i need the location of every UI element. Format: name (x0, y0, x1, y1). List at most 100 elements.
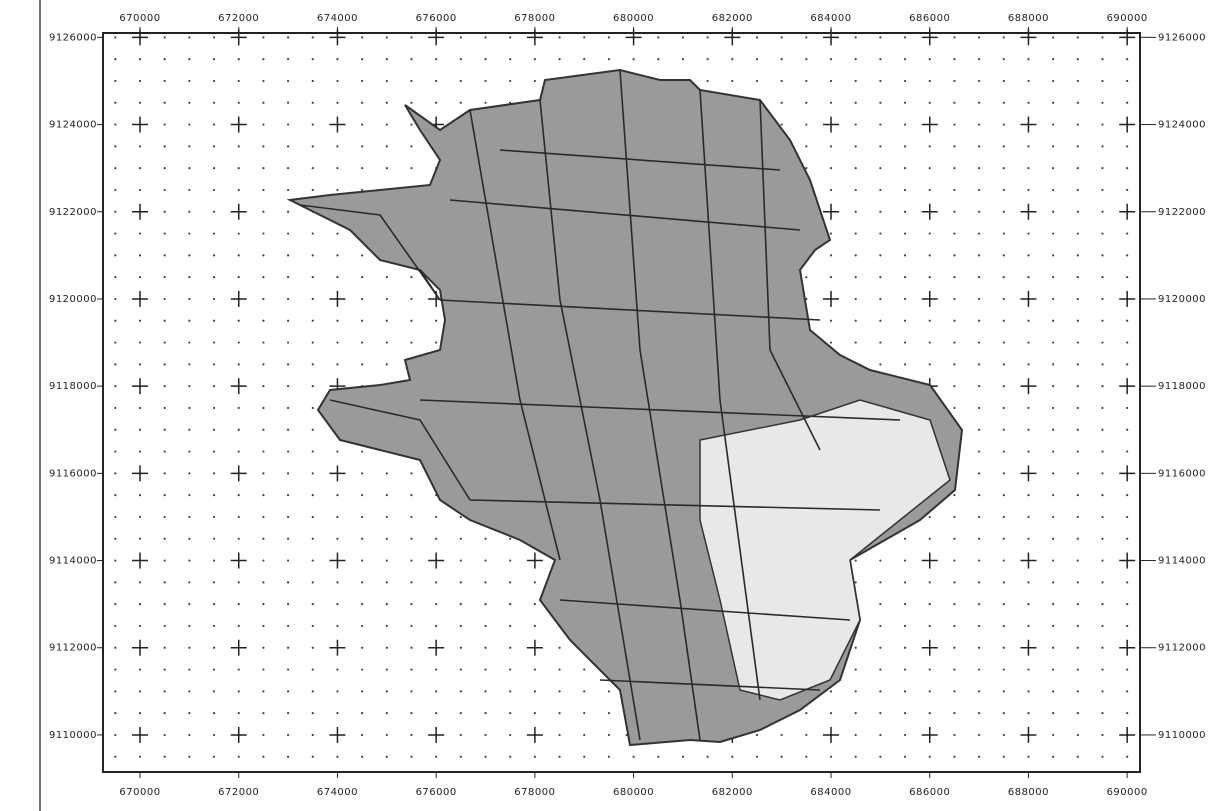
grid-dot (460, 80, 462, 82)
x-tick-label-bottom: 688000 (1008, 787, 1049, 798)
grid-dot (1052, 36, 1054, 38)
grid-dot (953, 36, 955, 38)
grid-dot (262, 407, 264, 409)
grid-dot (1003, 450, 1005, 452)
grid-dot (904, 538, 906, 540)
grid-dot (164, 450, 166, 452)
grid-dot (1077, 712, 1079, 714)
grid-dot (287, 80, 289, 82)
grid-dot (312, 36, 314, 38)
grid-dot (929, 516, 931, 518)
grid-dot (312, 603, 314, 605)
grid-dot (1101, 450, 1103, 452)
grid-dot (262, 734, 264, 736)
grid-dot (1101, 36, 1103, 38)
grid-dot (953, 690, 955, 692)
grid-dot (781, 80, 783, 82)
grid-dot (262, 232, 264, 234)
grid-dot (1077, 58, 1079, 60)
map-figure: 6700006700006720006720006740006740006760… (0, 0, 1223, 811)
grid-dot (1126, 603, 1128, 605)
grid-dot (435, 58, 437, 60)
grid-dot (1052, 734, 1054, 736)
grid-dot (484, 690, 486, 692)
grid-dot (336, 756, 338, 758)
grid-dot (1052, 145, 1054, 147)
grid-dot (756, 58, 758, 60)
grid-dot (287, 407, 289, 409)
grid-dot (855, 211, 857, 213)
grid-dot (978, 538, 980, 540)
grid-dot (188, 385, 190, 387)
grid-dot (312, 320, 314, 322)
grid-dot (188, 320, 190, 322)
grid-dot (386, 167, 388, 169)
grid-dot (1101, 712, 1103, 714)
grid-dot (213, 254, 215, 256)
grid-dot (312, 189, 314, 191)
grid-dot (509, 734, 511, 736)
grid-dot (114, 36, 116, 38)
grid-dot (410, 734, 412, 736)
grid-dot (410, 712, 412, 714)
grid-dot (929, 363, 931, 365)
grid-dot (534, 756, 536, 758)
grid-dot (583, 58, 585, 60)
grid-dot (1003, 189, 1005, 191)
grid-dot (386, 647, 388, 649)
grid-dot (978, 668, 980, 670)
grid-dot (312, 581, 314, 583)
grid-dot (583, 756, 585, 758)
grid-dot (855, 581, 857, 583)
grid-dot (731, 80, 733, 82)
grid-dot (879, 712, 881, 714)
grid-dot (114, 450, 116, 452)
grid-dot (1077, 341, 1079, 343)
grid-dot (929, 254, 931, 256)
grid-dot (953, 407, 955, 409)
grid-dot (904, 690, 906, 692)
grid-dot (1101, 538, 1103, 540)
grid-dot (410, 756, 412, 758)
grid-dot (361, 80, 363, 82)
grid-dot (262, 712, 264, 714)
grid-dot (287, 102, 289, 104)
grid-dot (953, 341, 955, 343)
grid-dot (312, 80, 314, 82)
grid-dot (188, 145, 190, 147)
grid-dot (287, 472, 289, 474)
grid-dot (460, 559, 462, 561)
grid-dot (978, 581, 980, 583)
y-tick-label-left: 9116000 (49, 468, 97, 479)
grid-dot (410, 516, 412, 518)
x-tick-label-top: 690000 (1107, 13, 1148, 24)
grid-dot (312, 298, 314, 300)
grid-dot (262, 36, 264, 38)
grid-dot (953, 298, 955, 300)
grid-dot (904, 320, 906, 322)
grid-dot (1101, 320, 1103, 322)
grid-dot (336, 254, 338, 256)
grid-dot (164, 123, 166, 125)
grid-dot (904, 668, 906, 670)
grid-dot (164, 647, 166, 649)
x-tick-label-top: 680000 (613, 13, 654, 24)
grid-dot (1126, 363, 1128, 365)
grid-dot (188, 80, 190, 82)
grid-dot (262, 538, 264, 540)
grid-dot (238, 407, 240, 409)
grid-dot (238, 80, 240, 82)
grid-dot (238, 712, 240, 714)
grid-dot (238, 538, 240, 540)
grid-dot (484, 647, 486, 649)
grid-dot (188, 407, 190, 409)
grid-dot (262, 625, 264, 627)
grid-dot (805, 102, 807, 104)
grid-dot (262, 80, 264, 82)
grid-dot (1077, 450, 1079, 452)
grid-dot (1077, 472, 1079, 474)
grid-dot (1052, 276, 1054, 278)
grid-dot (336, 145, 338, 147)
grid-dot (904, 581, 906, 583)
grid-dot (213, 58, 215, 60)
